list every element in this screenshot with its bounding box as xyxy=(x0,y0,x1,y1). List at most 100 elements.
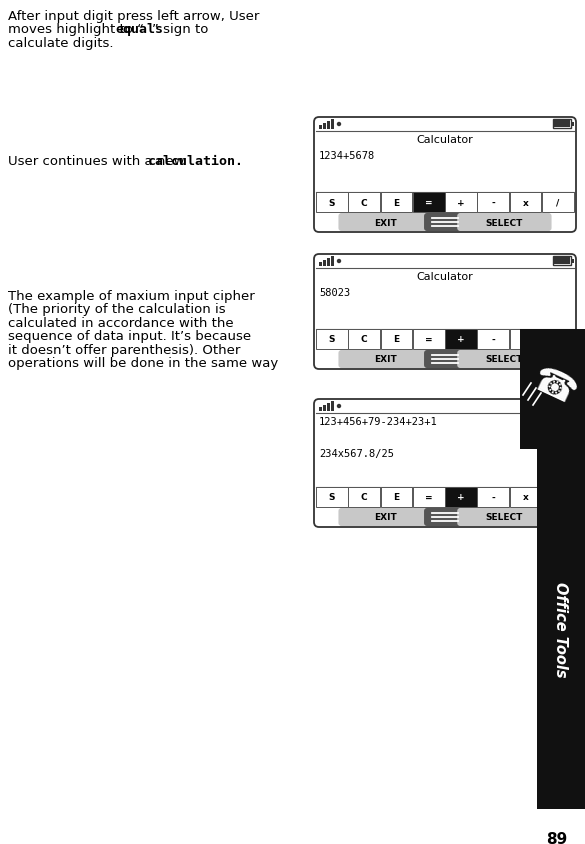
Text: moves highlight to “: moves highlight to “ xyxy=(8,24,144,36)
Text: =: = xyxy=(425,493,432,502)
Text: calculate digits.: calculate digits. xyxy=(8,37,113,50)
Text: SELECT: SELECT xyxy=(486,513,523,522)
Text: +: + xyxy=(457,493,464,502)
Bar xyxy=(319,126,322,130)
Bar xyxy=(319,408,322,412)
Bar xyxy=(323,261,326,267)
Bar xyxy=(316,488,347,507)
Bar xyxy=(445,192,477,213)
Bar xyxy=(413,488,445,507)
Text: (The priority of the calculation is: (The priority of the calculation is xyxy=(8,303,226,316)
FancyBboxPatch shape xyxy=(339,350,433,369)
Bar xyxy=(445,330,477,349)
Circle shape xyxy=(338,123,340,127)
Text: C: C xyxy=(361,493,367,502)
Text: x: x xyxy=(522,493,528,502)
Bar xyxy=(542,192,573,213)
Bar xyxy=(445,488,477,507)
Text: EXIT: EXIT xyxy=(374,355,397,364)
Bar xyxy=(380,488,412,507)
FancyBboxPatch shape xyxy=(457,508,552,527)
Text: ” sign to: ” sign to xyxy=(152,24,208,36)
FancyBboxPatch shape xyxy=(314,399,576,528)
Text: SELECT: SELECT xyxy=(486,219,523,227)
Text: S: S xyxy=(329,198,335,208)
Bar xyxy=(553,402,571,410)
Text: C: C xyxy=(361,335,367,344)
Text: User continues with a new: User continues with a new xyxy=(8,154,189,168)
Circle shape xyxy=(338,260,340,263)
Text: 1234+5678: 1234+5678 xyxy=(319,151,375,161)
Text: -: - xyxy=(491,198,495,208)
Bar xyxy=(554,121,570,127)
Circle shape xyxy=(338,405,340,408)
FancyBboxPatch shape xyxy=(424,350,466,369)
Bar xyxy=(380,330,412,349)
Text: 58023: 58023 xyxy=(319,288,350,298)
Text: C: C xyxy=(361,198,367,208)
Bar xyxy=(542,330,573,349)
Text: operations will be done in the same way: operations will be done in the same way xyxy=(8,357,278,370)
FancyBboxPatch shape xyxy=(457,350,552,369)
Bar xyxy=(327,122,330,130)
Bar xyxy=(331,257,334,267)
Text: equals: equals xyxy=(116,24,164,36)
Text: /: / xyxy=(556,335,559,344)
Text: =: = xyxy=(425,335,432,344)
Bar xyxy=(477,488,509,507)
Text: /: / xyxy=(556,198,559,208)
Text: S: S xyxy=(329,493,335,502)
Text: After input digit press left arrow, User: After input digit press left arrow, User xyxy=(8,10,259,23)
Text: SELECT: SELECT xyxy=(486,355,523,364)
Bar xyxy=(553,257,571,266)
Bar xyxy=(571,404,573,408)
Bar xyxy=(571,259,573,263)
Text: 89: 89 xyxy=(546,831,567,844)
Text: 234x567.8/25: 234x567.8/25 xyxy=(319,449,394,458)
Text: Calculator: Calculator xyxy=(417,272,473,282)
Bar xyxy=(553,120,571,129)
FancyBboxPatch shape xyxy=(457,214,552,232)
Bar xyxy=(380,192,412,213)
Bar xyxy=(348,192,380,213)
Text: x: x xyxy=(522,335,528,344)
FancyBboxPatch shape xyxy=(339,508,433,527)
Bar xyxy=(319,262,322,267)
Text: x: x xyxy=(522,198,528,208)
FancyBboxPatch shape xyxy=(424,214,466,232)
Text: Office Tools: Office Tools xyxy=(553,582,569,677)
Bar xyxy=(477,330,509,349)
Bar xyxy=(510,488,541,507)
Text: calculation.: calculation. xyxy=(148,154,244,168)
Text: /: / xyxy=(556,493,559,502)
Text: Calculator: Calculator xyxy=(417,135,473,145)
FancyBboxPatch shape xyxy=(424,508,466,527)
FancyBboxPatch shape xyxy=(314,118,576,233)
Text: The example of maxium input cipher: The example of maxium input cipher xyxy=(8,289,254,303)
FancyBboxPatch shape xyxy=(314,255,576,370)
Bar xyxy=(316,330,347,349)
Text: S: S xyxy=(329,335,335,344)
Text: 123+456+79-234+23+1: 123+456+79-234+23+1 xyxy=(319,416,438,426)
Bar xyxy=(520,330,585,450)
Bar xyxy=(348,330,380,349)
Bar xyxy=(348,488,380,507)
Bar xyxy=(413,192,445,213)
Text: =: = xyxy=(425,198,432,208)
Text: +: + xyxy=(457,335,464,344)
Bar xyxy=(323,124,326,130)
Text: E: E xyxy=(393,198,400,208)
Bar xyxy=(554,403,570,409)
Bar xyxy=(323,405,326,412)
Text: ☎: ☎ xyxy=(526,362,581,412)
Bar xyxy=(542,488,573,507)
Bar xyxy=(477,192,509,213)
Bar xyxy=(316,192,347,213)
Bar xyxy=(331,120,334,130)
Text: sequence of data input. It’s because: sequence of data input. It’s because xyxy=(8,330,251,344)
Text: EXIT: EXIT xyxy=(374,513,397,522)
Bar xyxy=(510,330,541,349)
Bar xyxy=(510,192,541,213)
Bar xyxy=(413,330,445,349)
Text: +: + xyxy=(457,198,464,208)
